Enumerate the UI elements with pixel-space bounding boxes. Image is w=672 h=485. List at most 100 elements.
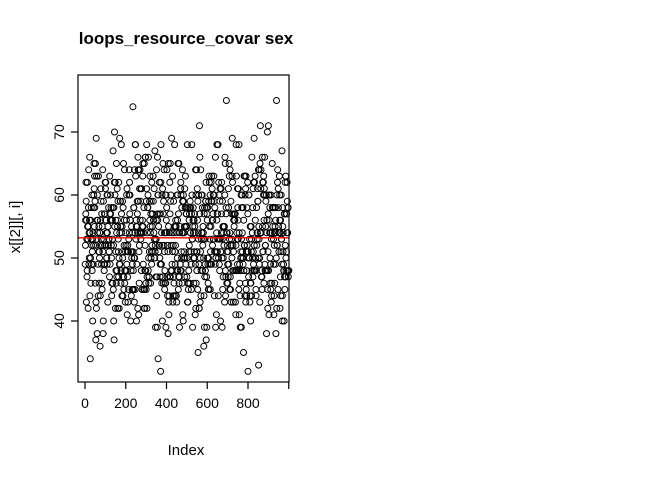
data-point	[106, 260, 114, 268]
data-point	[251, 172, 259, 180]
data-point	[212, 311, 220, 319]
data-point	[220, 223, 228, 230]
data-point	[232, 141, 240, 149]
data-point	[225, 160, 233, 167]
data-point	[227, 298, 235, 306]
data-point	[239, 204, 247, 212]
data-point	[242, 286, 250, 293]
data-point	[130, 298, 138, 306]
data-point	[126, 178, 134, 186]
data-point	[165, 229, 173, 237]
data-point	[157, 260, 165, 268]
data-point	[108, 216, 116, 224]
data-point	[133, 260, 141, 268]
data-point	[267, 260, 275, 268]
data-point	[226, 273, 234, 281]
data-point	[263, 216, 271, 224]
data-point	[211, 204, 219, 212]
data-point	[222, 97, 230, 104]
data-point	[278, 317, 286, 325]
y-tick-label: 70	[51, 124, 67, 140]
data-point	[215, 260, 223, 268]
data-point	[244, 210, 252, 218]
data-point	[164, 248, 172, 256]
data-point	[157, 367, 165, 375]
data-point	[235, 286, 243, 293]
data-point	[84, 235, 92, 243]
data-point	[156, 241, 164, 249]
data-point	[198, 204, 206, 212]
data-point	[134, 197, 142, 205]
data-point	[129, 229, 136, 237]
data-point	[268, 279, 276, 287]
data-point	[93, 191, 101, 199]
data-point	[92, 336, 100, 344]
data-point	[146, 172, 154, 180]
data-point	[169, 241, 177, 249]
data-point	[109, 147, 117, 155]
data-point	[123, 311, 131, 319]
data-point	[224, 185, 232, 193]
data-point	[181, 185, 189, 193]
data-point	[194, 286, 202, 293]
data-point	[90, 185, 98, 193]
data-point	[226, 229, 234, 237]
data-point	[260, 172, 268, 180]
data-point	[147, 279, 155, 287]
data-point	[105, 235, 113, 243]
data-point	[175, 160, 183, 167]
data-point	[257, 185, 265, 193]
data-point	[270, 241, 278, 249]
data-point	[209, 241, 216, 249]
data-point	[154, 191, 162, 199]
data-point	[162, 279, 170, 287]
data-point	[141, 304, 149, 312]
data-point	[243, 267, 251, 275]
data-point	[84, 304, 92, 312]
data-point	[252, 254, 260, 262]
data-point	[85, 166, 93, 174]
x-tick-label: 400	[155, 395, 179, 411]
data-point	[106, 172, 114, 180]
data-point	[208, 185, 216, 193]
data-point	[258, 273, 266, 281]
data-point	[92, 134, 100, 142]
data-point	[151, 147, 159, 155]
data-point	[102, 241, 110, 249]
data-point	[189, 204, 197, 212]
data-point	[82, 210, 90, 218]
data-point	[124, 248, 132, 256]
data-point	[200, 292, 208, 300]
data-point	[160, 166, 168, 174]
data-point	[277, 191, 285, 199]
data-point	[142, 153, 149, 161]
data-point	[197, 292, 205, 300]
data-point	[154, 355, 162, 363]
data-point	[117, 279, 125, 287]
data-point	[125, 235, 133, 243]
data-point	[114, 223, 122, 230]
plot-box	[77, 74, 290, 383]
data-point	[96, 342, 104, 350]
data-point	[219, 254, 227, 262]
data-point	[206, 191, 214, 199]
data-point	[155, 223, 163, 230]
data-point	[129, 103, 137, 111]
data-point	[158, 229, 166, 237]
data-point	[226, 166, 234, 174]
data-point	[201, 267, 209, 275]
data-point	[164, 330, 172, 338]
data-point	[224, 273, 232, 281]
data-point	[227, 197, 235, 205]
data-point	[218, 323, 226, 331]
data-point	[103, 260, 111, 268]
data-point	[250, 134, 258, 142]
data-point	[205, 254, 212, 262]
data-point	[156, 210, 164, 218]
data-point	[181, 273, 189, 281]
data-point	[99, 166, 107, 174]
data-point	[243, 292, 251, 300]
data-point	[252, 286, 260, 293]
data-point	[125, 166, 133, 174]
